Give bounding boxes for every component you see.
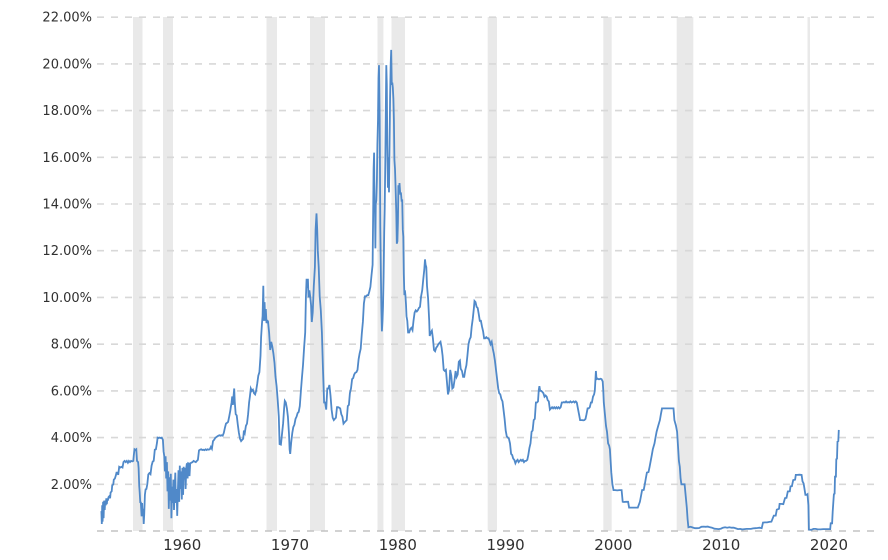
gridlines bbox=[97, 16, 877, 532]
y-tick-label: 10.00% bbox=[42, 291, 92, 306]
recession-band bbox=[163, 17, 173, 531]
y-tick-label: 2.00% bbox=[51, 478, 92, 493]
recession-band bbox=[603, 17, 612, 531]
rate-line bbox=[100, 49, 840, 531]
y-tick-label: 8.00% bbox=[51, 338, 92, 353]
y-tick-label: 16.00% bbox=[42, 151, 92, 166]
x-tick-label: 1990 bbox=[487, 536, 525, 554]
recession-band bbox=[310, 17, 325, 531]
y-axis-labels: 2.00% 4.00% 6.00% 8.00% 10.00% 12.00% 14.00% 16… bbox=[42, 11, 92, 493]
y-tick-label: 12.00% bbox=[42, 244, 92, 259]
y-tick-label: 18.00% bbox=[42, 104, 92, 119]
y-tick-label: 20.00% bbox=[42, 57, 92, 72]
y-tick-label: 14.00% bbox=[42, 198, 92, 213]
x-tick-label: 2020 bbox=[810, 536, 848, 554]
x-tick-label: 2000 bbox=[594, 536, 632, 554]
rate-line-series bbox=[100, 49, 840, 531]
recession-band bbox=[266, 17, 277, 531]
recession-band bbox=[676, 17, 694, 531]
y-tick-label: 6.00% bbox=[51, 384, 92, 399]
recession-band bbox=[133, 17, 143, 531]
recession-bands bbox=[133, 17, 810, 531]
y-tick-label: 4.00% bbox=[51, 431, 92, 446]
x-axis-labels: 1960 1970 1980 1990 2000 2010 2020 bbox=[163, 536, 848, 554]
x-tick-label: 1970 bbox=[271, 536, 309, 554]
x-tick-label: 1980 bbox=[379, 536, 417, 554]
recession-band bbox=[487, 17, 497, 531]
x-tick-label: 2010 bbox=[702, 536, 740, 554]
recession-band bbox=[807, 17, 810, 531]
x-tick-label: 1960 bbox=[163, 536, 201, 554]
y-tick-label: 22.00% bbox=[42, 11, 92, 26]
